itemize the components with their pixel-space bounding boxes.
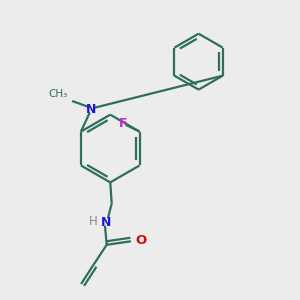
Text: H: H xyxy=(89,215,98,228)
Text: N: N xyxy=(100,216,111,229)
Text: F: F xyxy=(119,117,128,130)
Text: CH₃: CH₃ xyxy=(48,88,68,99)
Text: O: O xyxy=(135,234,146,247)
Text: N: N xyxy=(86,103,96,116)
